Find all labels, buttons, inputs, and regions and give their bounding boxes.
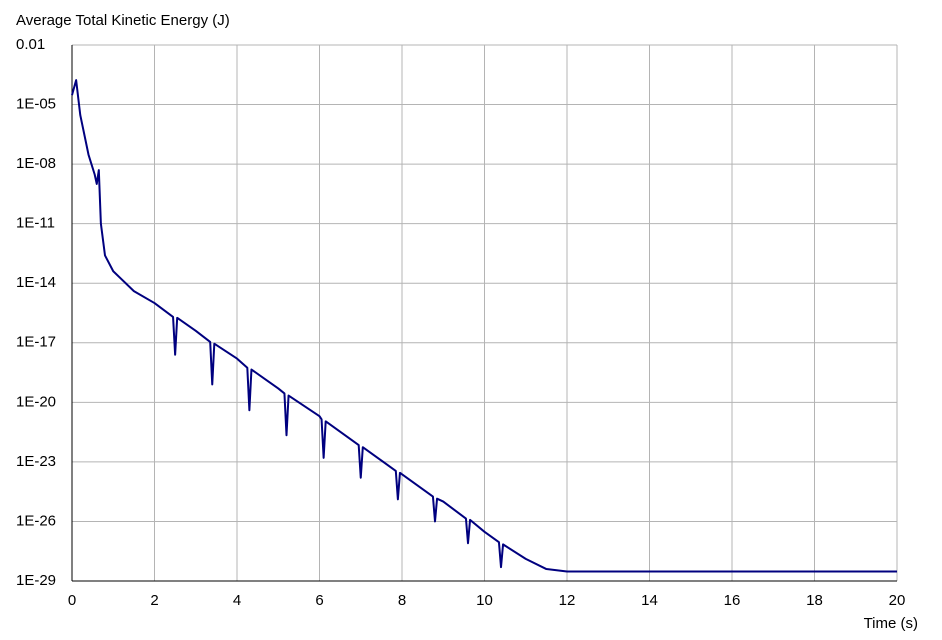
y-tick-label: 1E-20 (16, 393, 56, 410)
y-tick-label: 0.01 (16, 36, 45, 53)
x-tick-label: 6 (315, 592, 323, 609)
x-tick-label: 20 (889, 592, 906, 609)
x-axis-label: Time (s) (864, 615, 918, 632)
y-tick-label: 1E-17 (16, 334, 56, 351)
y-tick-label: 1E-14 (16, 274, 56, 291)
y-tick-label: 1E-08 (16, 155, 56, 172)
x-tick-label: 8 (398, 592, 406, 609)
x-tick-label: 18 (806, 592, 823, 609)
y-tick-label: 1E-05 (16, 96, 56, 113)
x-tick-label: 2 (150, 592, 158, 609)
x-tick-label: 0 (68, 592, 76, 609)
y-tick-label: 1E-26 (16, 512, 56, 529)
y-tick-label: 1E-29 (16, 572, 56, 589)
chart-title: Average Total Kinetic Energy (J) (16, 12, 230, 29)
x-tick-label: 14 (641, 592, 658, 609)
data-line (71, 79, 897, 573)
x-tick-label: 12 (559, 592, 576, 609)
x-tick-label: 16 (724, 592, 741, 609)
x-tick-label: 10 (476, 592, 493, 609)
y-tick-label: 1E-23 (16, 453, 56, 470)
y-tick-label: 1E-11 (16, 215, 55, 232)
x-tick-label: 4 (233, 592, 241, 609)
